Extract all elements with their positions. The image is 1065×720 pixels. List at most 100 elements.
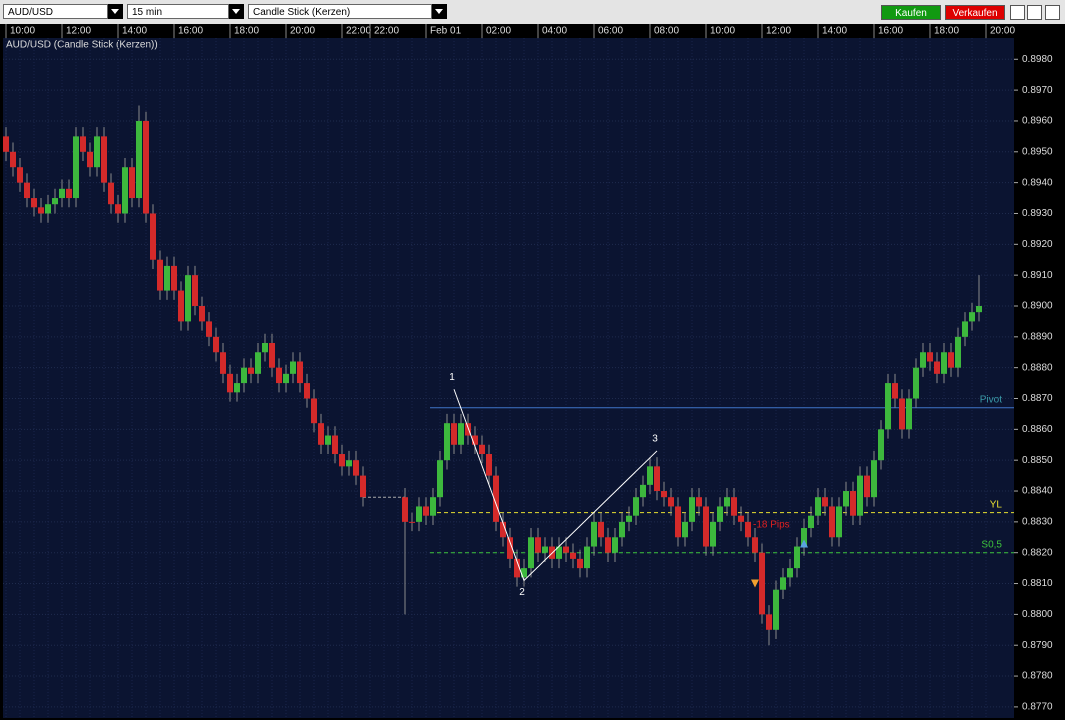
candle-body	[332, 435, 338, 455]
dropdown-arrow[interactable]	[108, 4, 123, 19]
candle-body	[668, 497, 674, 507]
candle-body	[192, 275, 198, 306]
candle-body	[493, 475, 499, 522]
candle-body	[661, 491, 667, 498]
candle-body	[423, 506, 429, 516]
x-tick-label: 10:00	[710, 26, 735, 37]
candle-body	[94, 136, 100, 168]
dropdown-arrow[interactable]	[432, 4, 447, 19]
x-tick-label: 22:00	[374, 26, 399, 37]
candle-body	[598, 521, 604, 538]
candle-body	[955, 336, 961, 368]
x-tick-label: 14:00	[122, 26, 147, 37]
y-tick-label: 0.8850	[1022, 455, 1053, 466]
candle-body	[276, 367, 282, 384]
candle-body	[850, 491, 856, 516]
candle-body	[675, 506, 681, 538]
y-tick-label: 0.8910	[1022, 270, 1053, 281]
candle-body	[269, 342, 275, 368]
symbol-select[interactable]: AUD/USD	[3, 4, 108, 19]
window-icon[interactable]	[1045, 5, 1060, 20]
candle-body	[164, 265, 170, 291]
candle-body	[3, 136, 9, 152]
candle-body	[38, 207, 44, 214]
candle-body	[472, 435, 478, 445]
sell-button[interactable]: Verkaufen	[945, 5, 1005, 20]
candle-body	[766, 614, 772, 630]
candle-body	[80, 136, 86, 152]
level-label: S0,5	[981, 539, 1002, 550]
candle-body	[836, 506, 842, 538]
dropdown-arrow[interactable]	[229, 4, 244, 19]
chart-type-select[interactable]: Candle Stick (Kerzen)	[248, 4, 432, 19]
candle-body	[885, 383, 891, 430]
candle-body	[647, 466, 653, 485]
buy-button[interactable]: Kaufen	[881, 5, 941, 20]
interval-select[interactable]: 15 min	[127, 4, 229, 19]
candle-body	[185, 275, 191, 322]
bars-icon[interactable]	[1010, 5, 1025, 20]
draw-icon[interactable]	[1027, 5, 1042, 20]
y-tick-label: 0.8960	[1022, 116, 1053, 127]
candle-body	[563, 546, 569, 553]
y-tick-label: 0.8820	[1022, 547, 1053, 558]
candle-body	[710, 521, 716, 547]
candle-body	[171, 265, 177, 291]
x-tick-label: 20:00	[990, 26, 1015, 37]
candle-body	[115, 204, 121, 214]
candle-body	[640, 484, 646, 498]
x-tick-label: 14:00	[822, 26, 847, 37]
candle-body	[745, 521, 751, 538]
candle-body	[262, 342, 268, 353]
candle-body	[248, 367, 254, 374]
candle-body	[409, 521, 415, 523]
candle-body	[178, 290, 184, 322]
candle-body	[724, 497, 730, 507]
plot-area	[3, 38, 1014, 718]
candle-body	[857, 475, 863, 516]
y-tick-label: 0.8890	[1022, 331, 1053, 342]
candle-body	[87, 151, 93, 168]
x-tick-label: 08:00	[654, 26, 679, 37]
candle-body	[66, 188, 72, 199]
candle-body	[829, 506, 835, 538]
candle-body	[801, 528, 807, 547]
candle-body	[822, 497, 828, 507]
candle-body	[717, 506, 723, 522]
candle-body	[465, 423, 471, 436]
candle-body	[122, 167, 128, 214]
candle-body	[969, 312, 975, 322]
candle-body	[45, 204, 51, 214]
zigzag-line	[453, 389, 658, 582]
candle-body	[451, 423, 457, 445]
candle-body	[619, 521, 625, 538]
candle-body	[458, 423, 464, 445]
x-tick-label: 18:00	[934, 26, 959, 37]
candle-body	[325, 435, 331, 445]
y-tick-label: 0.8780	[1022, 671, 1053, 682]
candle-body	[682, 521, 688, 538]
candle-body	[780, 577, 786, 590]
x-tick-label: 04:00	[542, 26, 567, 37]
y-tick-label: 0.8880	[1022, 362, 1053, 373]
candle-body	[101, 136, 107, 183]
y-tick-label: 0.8920	[1022, 239, 1053, 250]
candle-body	[283, 373, 289, 384]
signal-marker	[751, 579, 759, 588]
candle-body	[927, 352, 933, 362]
y-tick-label: 0.8800	[1022, 609, 1053, 620]
candle-body	[304, 383, 310, 399]
candle-body	[514, 558, 520, 578]
candle-body	[934, 361, 940, 374]
x-tick-label: 06:00	[598, 26, 623, 37]
signal-marker	[800, 539, 808, 548]
candle-body	[220, 352, 226, 374]
y-tick-label: 0.8980	[1022, 54, 1053, 65]
candle-body	[633, 497, 639, 516]
candle-body	[892, 383, 898, 399]
candle-body	[416, 506, 422, 522]
y-tick-label: 0.8940	[1022, 177, 1053, 188]
candle-body	[213, 336, 219, 353]
candle-body	[878, 429, 884, 461]
toolbar: AUD/USD 15 min Candle Stick (Kerzen) Kau…	[0, 0, 1065, 25]
